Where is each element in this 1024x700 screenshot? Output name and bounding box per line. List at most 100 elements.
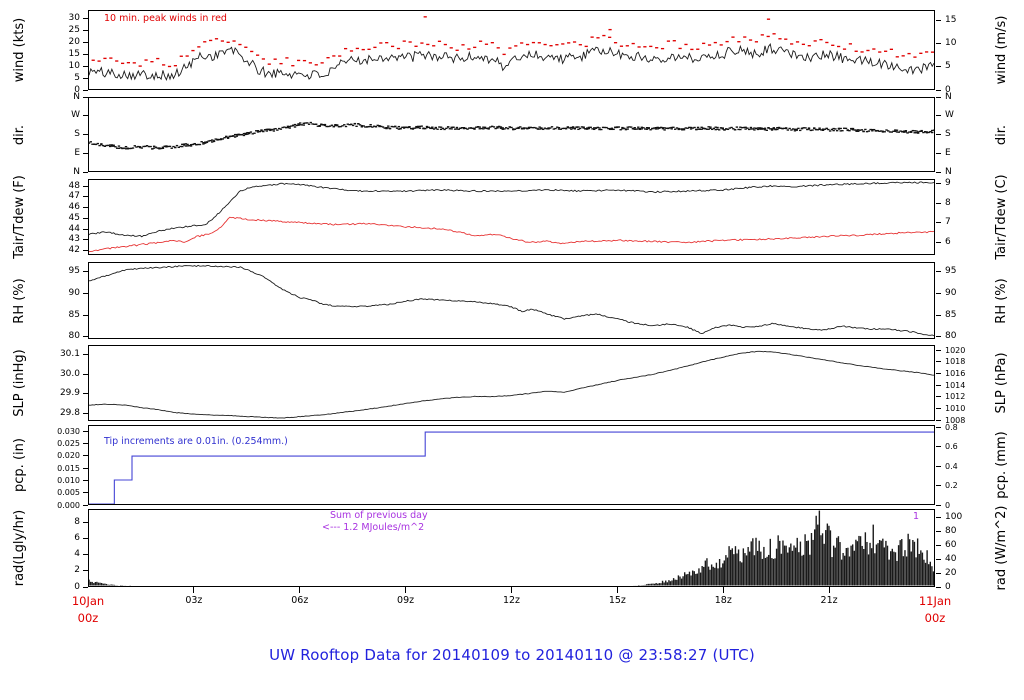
- x-axis-tick-label: 03z: [185, 595, 203, 606]
- slp-right-tick-label: 1010: [945, 404, 966, 413]
- pcp-right-tick-label: 0.4: [945, 461, 958, 471]
- rad-right-tick-label: 20: [945, 567, 957, 578]
- pcp-left-tick-label: 0.015: [57, 463, 80, 473]
- wind-left-tick: [83, 89, 88, 91]
- pcp-right-tick-label: 0.2: [945, 481, 958, 491]
- rh_pct-line: [89, 264, 934, 337]
- slp-left-tick-label: 29.8: [59, 408, 80, 418]
- rad-annotation-1: <--- 1.2 MJoules/m^2: [322, 522, 425, 533]
- slp-left-tick: [83, 354, 88, 355]
- slp-left-tick-label: 30.1: [59, 349, 80, 359]
- temp-right-tick-label: 7: [945, 217, 951, 228]
- x-axis-tick-label: 15z: [608, 595, 626, 606]
- rad-right-tick: [936, 530, 941, 532]
- rad-right-tick-label: 80: [945, 525, 957, 536]
- dir-right-tick-label: W: [945, 110, 954, 121]
- rad-left-tick: [83, 570, 88, 572]
- panel-temp: [88, 179, 935, 255]
- slp-right-tick: [936, 396, 941, 398]
- pcp-right-tick-label: 0: [945, 500, 951, 510]
- dir-left-tick: [83, 171, 88, 173]
- dir-left-tick-label: S: [74, 129, 80, 139]
- rh-right-tick: [936, 314, 941, 316]
- dir-left-tick-label: N: [73, 166, 80, 177]
- temp-right-tick-label: 6: [945, 236, 951, 247]
- wind-right-tick-label: 10: [945, 38, 957, 49]
- rad-right-tick-label: 60: [945, 539, 957, 550]
- slp-right-tick-label: 1014: [945, 380, 966, 390]
- temp-left-tick-label: 47: [68, 191, 80, 202]
- rad-plot: [89, 510, 934, 586]
- wind-left-tick-label: 15: [68, 48, 80, 59]
- rad-right-tick: [936, 558, 941, 560]
- tair_f-line: [89, 181, 934, 238]
- slp-right-tick: [936, 361, 941, 363]
- wind-left-tick-label: 10: [68, 60, 80, 71]
- dir-plot: [89, 121, 934, 150]
- pcp-left-tick: [83, 443, 88, 444]
- slp-left-tick: [83, 393, 88, 395]
- slp-right-tick-label: 1018: [945, 357, 966, 367]
- wind-plot: [89, 16, 934, 82]
- wind-right-tick: [936, 19, 941, 21]
- x-axis-tick: [193, 587, 195, 593]
- rad-annotation-0: Sum of previous day: [330, 510, 428, 521]
- rh-left-tick-label: 90: [68, 287, 80, 298]
- x-axis-tick-label: 06z: [291, 595, 309, 606]
- temp-left-tick: [83, 239, 88, 241]
- rh-right-tick-label: 80: [945, 331, 957, 342]
- wind_sustained_kts-line: [89, 42, 934, 82]
- pcp-left-tick-label: 0.010: [57, 475, 80, 485]
- wind-right-tick: [936, 89, 941, 91]
- wind-left-tick-label: 0: [74, 84, 80, 95]
- temp-left-tick-label: 45: [68, 212, 80, 223]
- wind-right-tick-label: 15: [945, 14, 957, 25]
- pcp-left-tick: [83, 479, 88, 481]
- x-axis-tick: [405, 587, 407, 593]
- panel-rh: [88, 262, 935, 339]
- rad-left-tick: [83, 554, 88, 556]
- x-axis-end-date: 11Jan: [918, 594, 952, 608]
- slp-right-tick: [936, 373, 941, 375]
- wind-left-tick: [83, 77, 88, 79]
- x-axis-start-date: 10Jan: [71, 594, 105, 608]
- dir-right-tick: [936, 96, 941, 98]
- rad-right-tick: [936, 544, 941, 546]
- temp-plot: [89, 181, 934, 253]
- dir-right-tick: [936, 115, 941, 117]
- dir-right-tick: [936, 171, 941, 173]
- rad-right-tick-label: 100: [945, 511, 963, 522]
- rh-left-tick-label: 80: [68, 331, 80, 342]
- pcp-left-tick: [83, 467, 88, 469]
- slp-right-tick-label: 1020: [945, 345, 966, 355]
- temp-left-tick-label: 46: [68, 202, 80, 213]
- rh-left-tick: [83, 314, 88, 316]
- rad-annotation-2: 1: [913, 511, 920, 522]
- pcp-left-tick-label: 0.005: [57, 488, 80, 498]
- temp-right-tick-label: 9: [945, 178, 951, 189]
- x-axis-tick: [722, 587, 724, 593]
- slp-right-tick: [936, 384, 941, 386]
- x-axis-tick: [828, 587, 830, 593]
- slp-left-tick-label: 29.9: [59, 388, 80, 399]
- wind-left-tick-label: 20: [68, 36, 80, 47]
- panel-pcp: [88, 425, 935, 505]
- wind-right-tick: [936, 66, 941, 68]
- rad-right-axis-title: rad (W/m^2): [994, 505, 1009, 591]
- rh-right-tick-label: 85: [945, 309, 957, 320]
- wind-left-tick: [83, 65, 88, 67]
- dir-left-tick-label: E: [74, 147, 80, 158]
- temp-left-tick-label: 44: [68, 223, 80, 234]
- pcp-left-tick-label: 0.025: [57, 439, 80, 448]
- pcp-right-tick: [936, 446, 941, 448]
- x-axis-tick: [616, 587, 618, 593]
- temp-left-tick: [83, 185, 88, 187]
- rad-left-tick: [83, 521, 88, 523]
- temp-right-tick-label: 8: [945, 197, 951, 208]
- dir-right-tick-label: N: [945, 91, 952, 102]
- slp-right-tick-label: 1016: [945, 369, 966, 379]
- slp-right-tick: [936, 349, 941, 351]
- rh-left-tick: [83, 336, 88, 338]
- pcp-right-tick-label: 0.8: [945, 423, 958, 432]
